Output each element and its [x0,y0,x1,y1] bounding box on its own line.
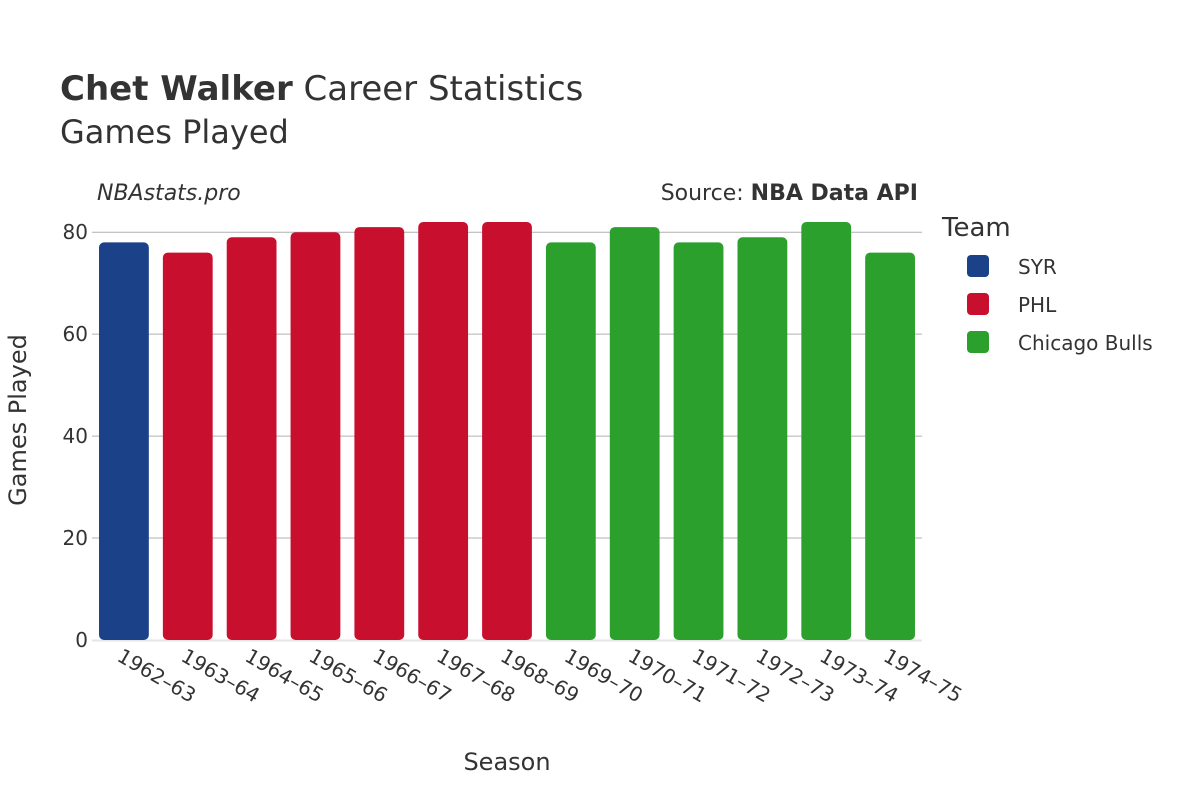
chart-subtitle: Games Played [60,113,289,151]
legend-item-label: SYR [1018,255,1057,279]
legend-title: Team [941,213,1011,243]
y-tick-label: 20 [63,526,88,550]
bar-1973–74 [801,222,852,640]
bar-1969–70 [545,242,596,640]
bars [99,222,915,641]
bar-1965–66 [290,232,341,640]
title-player-name: Chet Walker [60,69,293,109]
source-name: NBA Data API [751,181,918,206]
bar-1974–75 [865,252,915,640]
legend: Team SYR PHL Chicago Bulls [941,213,1153,355]
watermark: NBAstats.pro [97,181,241,206]
source-credit: Source: NBA Data API [661,181,918,206]
bar-1967–68 [418,222,469,640]
y-tick-label: 40 [63,424,88,448]
bar-1970–71 [609,227,660,640]
y-tick-label: 80 [63,220,88,244]
legend-items: SYR PHL Chicago Bulls [967,255,1153,355]
legend-swatch [967,255,989,277]
legend-swatch [967,293,989,315]
bar-1963–64 [162,252,213,640]
bar-1971–72 [673,242,724,640]
x-axis-title: Season [463,748,550,776]
x-axis-ticks: 1962–631963–641964–651965–661966–671967–… [113,644,966,708]
legend-item-label: PHL [1018,293,1057,317]
y-axis-ticks: 0 20 40 60 80 [63,220,88,652]
bar-1962–63 [99,242,149,640]
bar-1968–69 [482,222,532,640]
legend-item-label: Chicago Bulls [1018,331,1153,355]
y-axis-title: Games Played [4,334,32,506]
title-rest: Career Statistics [293,69,584,109]
bar-1966–67 [354,227,405,640]
bar-1972–73 [737,237,788,641]
y-tick-label: 0 [75,628,88,652]
bar-1964–65 [226,237,277,641]
y-tick-label: 60 [63,322,88,346]
chart-title: Chet Walker Career Statistics [60,69,583,109]
legend-swatch [967,331,989,353]
source-prefix: Source: [661,181,751,206]
